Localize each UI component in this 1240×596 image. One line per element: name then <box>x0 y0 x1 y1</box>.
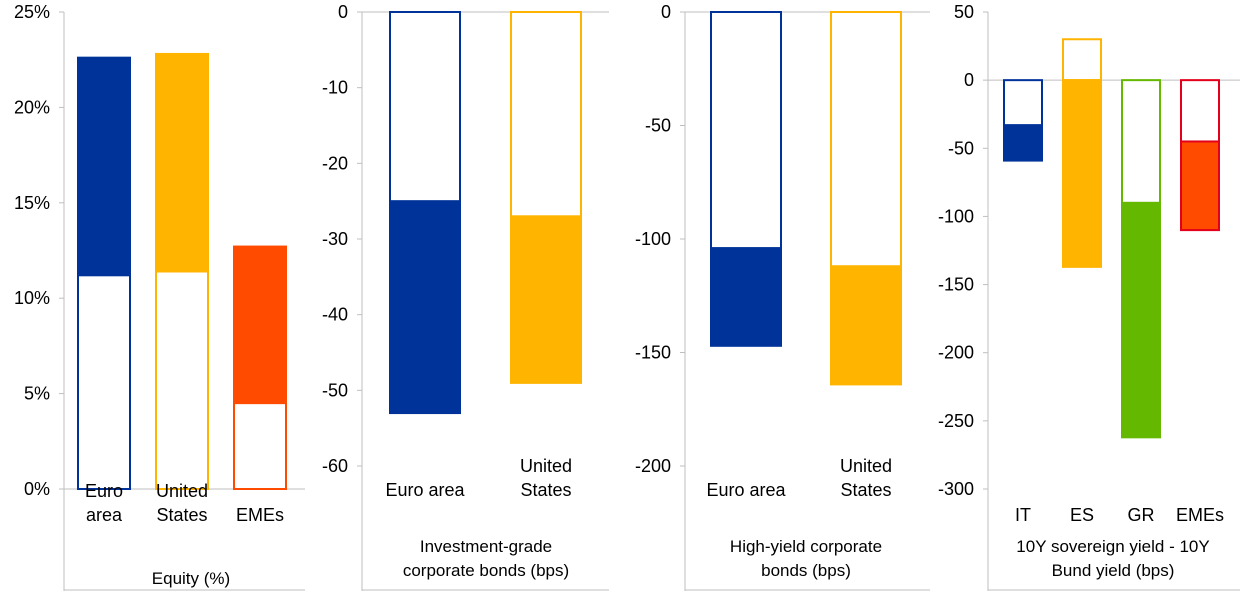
bar-segment <box>1062 79 1102 268</box>
y-tick-label: 5% <box>24 384 50 404</box>
category-label: United States <box>840 456 892 500</box>
y-tick-label: -200 <box>635 456 671 476</box>
y-tick-label: 15% <box>14 193 50 213</box>
panel-title: High-yield corporate bonds (bps) <box>730 537 882 580</box>
category-label: GR <box>1128 505 1155 525</box>
y-tick-label: -40 <box>322 305 348 325</box>
y-tick-label: -10 <box>322 78 348 98</box>
category-label: Euro area <box>706 480 786 500</box>
bar-segment <box>1121 201 1161 439</box>
y-tick-label: -300 <box>938 479 974 499</box>
bar-total <box>1062 38 1102 82</box>
y-tick-label: 0 <box>661 2 671 22</box>
bar-segment <box>233 245 287 405</box>
panel-title: Equity (%) <box>152 569 230 588</box>
panel-sovereign-spread: 50 0 -50 -100 -150 -200 -250 -300 IT ES GR EMEs 10Y … <box>938 2 1240 591</box>
panel-equity: 0% 5% 10% 15% 20% 25% Euro area United States EMEs… <box>14 2 305 591</box>
category-label: Euro area <box>385 480 465 500</box>
y-tick-label: -50 <box>645 116 671 136</box>
category-label: EMEs <box>236 505 284 525</box>
y-tick-label: -150 <box>635 343 671 363</box>
y-tick-label: 0% <box>24 479 50 499</box>
category-label: IT <box>1015 505 1031 525</box>
y-tick-label: 25% <box>14 2 50 22</box>
bar-segment <box>830 265 902 386</box>
y-tick-label: -30 <box>322 229 348 249</box>
y-tick-label: 0 <box>964 70 974 90</box>
y-tick-label: 50 <box>954 2 974 22</box>
panel-title: 10Y sovereign yield - 10Y Bund yield (bps… <box>1016 537 1209 580</box>
bar-segment <box>510 215 582 384</box>
y-tick-label: -50 <box>948 138 974 158</box>
bar-segment <box>77 56 131 277</box>
category-label: United States <box>156 481 208 525</box>
panel-title: Investment-grade corporate bonds (bps) <box>403 537 569 580</box>
y-tick-label: 0 <box>338 2 348 22</box>
bar-segment <box>1003 124 1043 162</box>
y-tick-label: 20% <box>14 97 50 117</box>
category-label: Euro area <box>85 481 123 525</box>
y-tick-label: -60 <box>322 456 348 476</box>
bar-segment <box>155 52 209 273</box>
y-tick-label: -150 <box>938 275 974 295</box>
y-tick-label: -100 <box>635 229 671 249</box>
bar-segment <box>710 247 782 347</box>
bar-segment <box>1180 140 1220 232</box>
bar-segment <box>389 200 461 415</box>
y-tick-label: -250 <box>938 411 974 431</box>
panel-high-yield: 0 -50 -100 -150 -200 Euro area United States Hig… <box>635 2 930 591</box>
y-tick-label: -20 <box>322 153 348 173</box>
category-label: EMEs <box>1176 505 1224 525</box>
y-tick-label: 10% <box>14 288 50 308</box>
y-tick-label: -200 <box>938 343 974 363</box>
category-label: United States <box>520 456 572 500</box>
y-tick-label: -100 <box>938 206 974 226</box>
category-label: ES <box>1070 505 1094 525</box>
y-tick-label: -50 <box>322 380 348 400</box>
panel-investment-grade: 0 -10 -20 -30 -40 -50 -60 Euro area United States… <box>322 2 609 591</box>
